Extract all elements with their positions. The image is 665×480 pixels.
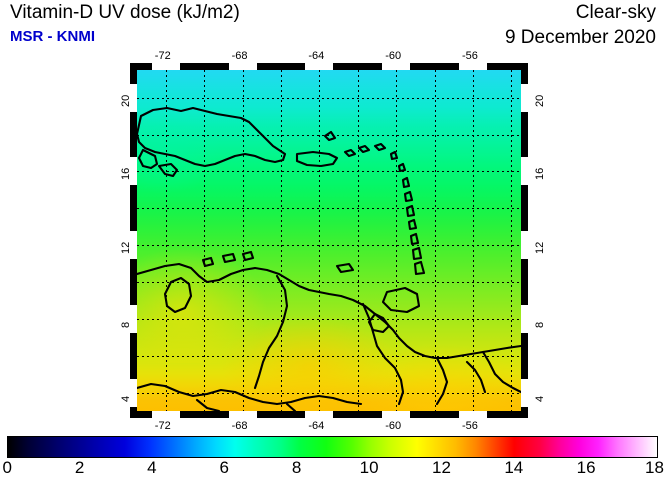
axis-tick [130, 231, 137, 260]
axis-label-latitude: 8 [120, 321, 132, 328]
axis-tick [382, 63, 411, 70]
colorbar-tick-label: 8 [291, 458, 302, 477]
axis-tick [130, 378, 137, 407]
gridline-parallel [137, 208, 521, 210]
gridline-meridian [281, 70, 282, 411]
gridline-parallel [137, 282, 521, 283]
axis-tick [521, 231, 528, 260]
axis-tick [228, 411, 257, 418]
uv-dose-hotspot-south [221, 315, 399, 411]
axis-label-longitude: -56 [462, 420, 478, 432]
gridline-parallel [137, 355, 521, 357]
axis-tick [305, 63, 334, 70]
gridline-parallel [137, 171, 521, 173]
axis-bar-bottom [130, 411, 528, 418]
colorbar-tick-label: 18 [645, 458, 664, 477]
gridline-meridian [204, 70, 206, 411]
colorbar-tick-label: 2 [74, 458, 85, 477]
axis-tick [228, 63, 257, 70]
colorbar-tick-label: 10 [359, 458, 379, 477]
gridline-meridian [434, 70, 436, 411]
gridline-meridian [242, 70, 244, 411]
axis-label-latitude: 20 [120, 94, 132, 107]
axis-tick [130, 83, 137, 112]
colorbar-tick-label: 0 [2, 458, 12, 477]
axis-tick [521, 157, 528, 186]
map-plot-frame [130, 63, 528, 418]
data-source-label: MSR - KNMI [10, 28, 95, 45]
axis-tick [521, 83, 528, 112]
axis-tick [521, 304, 528, 333]
colorbar-gradient [7, 436, 658, 458]
axis-tick [521, 378, 528, 407]
uv-dose-cool-northwest [137, 117, 222, 193]
axis-label-latitude: 12 [120, 241, 132, 255]
gridline-meridian [357, 70, 359, 411]
axis-label-latitude: 8 [534, 321, 546, 328]
axis-tick [151, 411, 180, 418]
axis-label-longitude: -68 [231, 50, 248, 62]
gridline-meridian [396, 70, 398, 411]
coastline-overlay [137, 106, 521, 411]
colorbar-tick-label: 6 [219, 458, 229, 477]
axis-label-longitude: -56 [462, 50, 478, 62]
axis-label-latitude: 4 [120, 395, 132, 402]
gridline-meridian [165, 70, 167, 411]
axis-label-latitude: 16 [534, 168, 546, 181]
axis-bar-left [130, 63, 137, 418]
axis-tick [151, 63, 180, 70]
gridline-parallel [137, 318, 521, 320]
axis-label-longitude: -60 [385, 50, 402, 62]
gridline-parallel [137, 134, 521, 136]
gridline-parallel [137, 97, 521, 99]
axis-tick [382, 411, 411, 418]
axis-label-latitude: 4 [534, 395, 546, 402]
gridline-meridian [473, 70, 474, 411]
uv-dose-heatmap [137, 70, 521, 411]
sky-condition-label: Clear-sky [575, 2, 656, 23]
axis-label-latitude: 12 [534, 241, 546, 255]
date-label: 9 December 2020 [504, 27, 656, 48]
colorbar-tick-label: 14 [504, 458, 524, 477]
axis-tick [130, 157, 137, 186]
colorbar-tick-label: 12 [432, 458, 451, 477]
page-title: Vitamin-D UV dose (kJ/m2) [10, 2, 240, 23]
axis-label-longitude: -64 [308, 420, 325, 432]
gridline-parallel [137, 245, 521, 247]
colorbar [7, 436, 658, 458]
axis-label-longitude: -64 [308, 50, 325, 62]
gridline-meridian [319, 70, 321, 411]
axis-bar-top [130, 63, 528, 70]
colorbar-tick-label: 4 [147, 458, 157, 477]
axis-tick [459, 63, 487, 70]
axis-label-latitude: 16 [120, 168, 132, 181]
axis-tick [305, 411, 334, 418]
axis-label-longitude: -72 [154, 50, 171, 62]
axis-bar-right [521, 63, 528, 418]
axis-tick [130, 304, 137, 333]
gridline-parallel [137, 392, 521, 394]
axis-label-longitude: -68 [231, 420, 248, 432]
axis-tick [459, 411, 487, 418]
axis-label-latitude: 20 [534, 94, 546, 107]
gridline-meridian [511, 70, 513, 411]
colorbar-tick-label: 16 [576, 458, 596, 477]
axis-label-longitude: -72 [154, 420, 171, 432]
axis-label-longitude: -60 [385, 420, 402, 432]
